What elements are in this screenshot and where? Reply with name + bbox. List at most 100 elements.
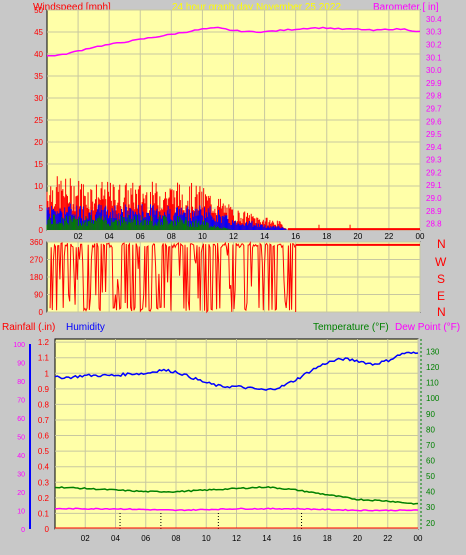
temperature-tick-label: 20: [426, 519, 435, 528]
wind-tick-label: 10: [34, 182, 43, 191]
barometer-tick-label: 29.3: [426, 156, 442, 165]
temperature-tick-label: 50: [426, 472, 435, 481]
x-tick-label: 16: [291, 232, 300, 241]
compass-label-s: S: [437, 272, 445, 286]
rainfall-tick-label: 1.1: [38, 354, 50, 363]
rainfall-tick-label: 1.2: [38, 338, 50, 347]
compass-label-n-top: N: [437, 237, 446, 251]
humidity-tick-label: 50: [17, 435, 25, 442]
temperature-tick-label: 60: [426, 456, 435, 465]
x-tick-label: 18: [323, 534, 332, 543]
barometer-tick-label: 29.7: [426, 104, 442, 113]
x-tick-label: 04: [111, 534, 120, 543]
wind-tick-label: 5: [39, 204, 44, 213]
humidity-tick-label: 30: [17, 472, 25, 479]
direction-tick-label: 0: [39, 308, 44, 317]
wind-tick-label: 40: [34, 50, 43, 59]
rainfall-tick-label: 0.9: [38, 385, 50, 394]
wind-axis-ticks: 0 5 10 15 20 25 30 35 40 45 50: [34, 6, 43, 235]
rainfall-tick-label: 0.1: [38, 509, 50, 518]
temperature-tick-label: 90: [426, 410, 435, 419]
direction-tick-label: 270: [30, 256, 44, 265]
temperature-tick-label: 120: [426, 363, 440, 372]
humidity-axis-label: Humidity: [66, 322, 105, 333]
x-tick-label: 10: [198, 232, 207, 241]
wind-grid: [47, 9, 421, 231]
barometer-tick-label: 28.9: [426, 207, 442, 216]
barometer-axis-label: Barometer [ in]: [373, 2, 439, 13]
x-tick-label: 14: [262, 534, 271, 543]
direction-tick-label: 180: [30, 273, 44, 282]
rainfall-tick-label: 1: [45, 369, 50, 378]
humidity-temperature-panel: 0 0.1 0.2 0.3 0.4 0.5 0.6 0.7 0.8 0.9 1 1.1 1.2 0 10 2…: [13, 338, 440, 543]
temperature-tick-label: 100: [426, 394, 440, 403]
x-tick-label: 12: [229, 232, 238, 241]
x-tick-label: 06: [141, 534, 150, 543]
wind-tick-label: 45: [34, 28, 43, 37]
humidity-x-ticks: 02 04 06 08 10 12 14 16 18 20 22 00: [81, 534, 423, 543]
rainfall-tick-label: 0: [45, 525, 50, 534]
humidity-axis-ticks: 0 10 20 30 40 50 60 70 80 90 100: [13, 342, 31, 534]
temperature-tick-label: 40: [426, 488, 435, 497]
x-tick-label: 14: [260, 232, 269, 241]
x-tick-label: 10: [202, 534, 211, 543]
wind-x-ticks: 02 04 06 08 10 12 14 16 18 20 22 00: [74, 232, 425, 241]
dew-point-axis-label: Dew Point (°F): [395, 322, 460, 333]
humidity-tick-label: 60: [17, 416, 25, 423]
rainfall-tick-label: 0.8: [38, 400, 50, 409]
wind-tick-label: 25: [34, 116, 43, 125]
compass-label-n-bottom: N: [437, 305, 446, 319]
temperature-tick-label: 30: [426, 503, 435, 512]
x-tick-label: 16: [293, 534, 302, 543]
barometer-axis-ticks: 28.8 28.9 29.0 29.1 29.2 29.3 29.4 29.5 29.6 29.7…: [426, 15, 442, 229]
wind-tick-label: 15: [34, 160, 43, 169]
humidity-temperature-series: [54, 351, 419, 529]
barometer-tick-label: 29.9: [426, 79, 442, 88]
barometer-tick-label: 30.2: [426, 41, 442, 50]
humidity-line: [54, 351, 419, 391]
wind-tick-label: 50: [34, 6, 43, 15]
humidity-tick-label: 20: [17, 490, 25, 497]
temperature-axis-label: Temperature (°F): [313, 322, 389, 333]
direction-axis-ticks: 0 90 180 270 360: [30, 238, 44, 317]
x-tick-label: 00: [416, 232, 425, 241]
wind-tick-label: 30: [34, 94, 43, 103]
x-tick-label: 02: [81, 534, 90, 543]
direction-series: [49, 241, 420, 314]
barometer-line: [46, 26, 421, 57]
dew-point-line: [54, 507, 419, 512]
x-tick-label: 20: [353, 534, 362, 543]
humidity-tick-label: 90: [17, 361, 25, 368]
temperature-line: [54, 485, 419, 505]
x-tick-label: 06: [136, 232, 145, 241]
compass-label-w: W: [435, 255, 447, 269]
compass-label-e: E: [437, 289, 445, 303]
wind-direction-trace: [49, 241, 296, 314]
barometer-tick-label: 29.5: [426, 130, 442, 139]
x-tick-label: 02: [74, 232, 83, 241]
rainfall-tick-label: 0.6: [38, 432, 50, 441]
temperature-tick-label: 110: [426, 379, 439, 388]
temperature-tick-label: 130: [426, 347, 440, 356]
wind-tick-label: 0: [39, 226, 44, 235]
direction-tick-label: 90: [34, 291, 43, 300]
barometer-tick-label: 28.8: [426, 220, 442, 229]
barometer-tick-label: 30.0: [426, 66, 442, 75]
barometer-tick-label: 29.1: [426, 181, 442, 190]
humidity-grid: [55, 339, 419, 530]
barometer-tick-label: 29.4: [426, 143, 442, 152]
wind-axis-label: Windspeed [mph]: [33, 2, 111, 13]
x-tick-label: 22: [384, 232, 393, 241]
rainfall-tick-label: 0.3: [38, 478, 50, 487]
barometer-tick-label: 29.2: [426, 168, 442, 177]
barometer-tick-label: 30.4: [426, 15, 442, 24]
temperature-tick-label: 80: [426, 425, 435, 434]
rainfall-axis-ticks: 0 0.1 0.2 0.3 0.4 0.5 0.6 0.7 0.8 0.9 1 1.1 1.2: [38, 338, 50, 534]
barometer-tick-label: 29.8: [426, 92, 442, 101]
humidity-tick-label: 40: [17, 453, 25, 460]
barometer-tick-label: 29.0: [426, 194, 442, 203]
temperature-tick-label: 70: [426, 441, 435, 450]
wind-direction-panel: 0 90 180 270 360 N W S E N: [30, 237, 447, 319]
direction-tick-label: 360: [30, 238, 44, 247]
